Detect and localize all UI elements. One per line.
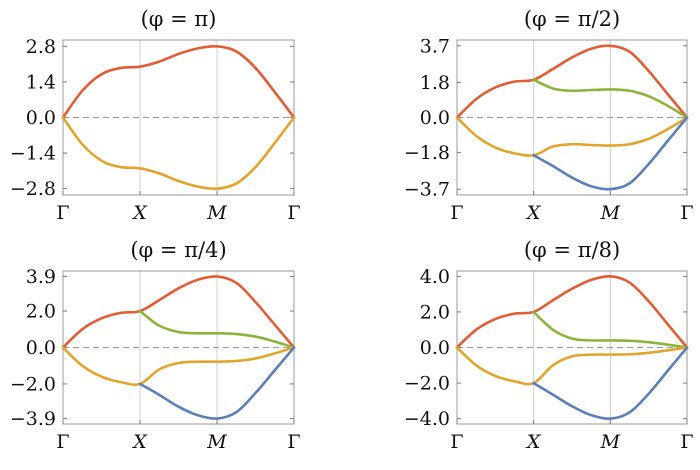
band-line-green — [532, 78, 689, 119]
band-line-green — [138, 309, 296, 349]
panel-1: (φ = π)2.81.40.0−1.4−2.8Γ X M Γ — [10, 7, 301, 224]
panel-title: (φ = π/8) — [524, 238, 620, 262]
y-tick-label: −1.4 — [10, 143, 56, 165]
x-tick-label: Γ — [450, 202, 463, 224]
x-tick-label: Γ — [287, 202, 300, 224]
panel-title: (φ = π) — [141, 7, 217, 31]
x-tick-label: M — [206, 431, 227, 453]
x-tick-label: M — [206, 202, 227, 224]
x-tick-label: Γ — [56, 202, 69, 224]
y-tick-label: −2.0 — [404, 373, 450, 395]
y-tick-label: −2.0 — [10, 373, 56, 395]
panel-2: (φ = π/2)3.71.80.0−1.8−3.7Γ X M Γ — [404, 7, 694, 224]
band-line-orange — [61, 44, 296, 119]
band-line-orange — [455, 44, 689, 119]
panel-title: (φ = π/4) — [130, 238, 226, 262]
y-tick-label: 0.0 — [420, 337, 450, 359]
panel-3: (φ = π/4)3.92.00.0−2.0−3.9Γ X M Γ — [10, 238, 301, 453]
y-tick-label: 4.0 — [420, 266, 450, 288]
band-line-yellow — [455, 346, 689, 386]
y-tick-label: 2.8 — [26, 36, 56, 58]
x-tick-label: X — [525, 202, 542, 224]
y-tick-label: 1.4 — [26, 71, 56, 93]
x-tick-label: Γ — [287, 431, 300, 453]
band-line-yellow — [455, 116, 689, 157]
x-tick-label: X — [131, 202, 148, 224]
x-tick-label: Γ — [680, 202, 693, 224]
band-line-yellow — [61, 116, 296, 191]
y-tick-label: −2.8 — [10, 178, 56, 200]
y-tick-label: −1.8 — [404, 142, 450, 164]
y-tick-label: 1.8 — [420, 72, 450, 94]
band-line-green — [532, 310, 689, 349]
band-line-blue — [532, 346, 689, 421]
band-line-orange — [61, 275, 296, 349]
y-tick-label: −3.7 — [404, 179, 450, 201]
y-tick-label: 2.0 — [420, 301, 450, 323]
band-line-blue — [138, 346, 296, 420]
band-line-yellow — [61, 346, 296, 387]
y-tick-label: −4.0 — [404, 408, 450, 430]
y-tick-label: 0.0 — [420, 107, 450, 129]
panel-4: (φ = π/8)4.02.00.0−2.0−4.0Γ X M Γ — [404, 238, 694, 453]
x-tick-label: M — [600, 431, 621, 453]
band-line-blue — [532, 116, 689, 191]
panel-title: (φ = π/2) — [524, 7, 620, 31]
x-tick-label: X — [525, 431, 542, 453]
y-tick-label: 0.0 — [26, 107, 56, 129]
x-tick-label: Γ — [56, 431, 69, 453]
y-tick-label: −3.9 — [10, 408, 56, 430]
x-tick-label: X — [131, 431, 148, 453]
y-tick-label: 3.9 — [26, 266, 56, 288]
y-tick-label: 3.7 — [420, 35, 450, 57]
y-tick-label: 2.0 — [26, 301, 56, 323]
x-tick-label: M — [600, 202, 621, 224]
x-tick-label: Γ — [450, 431, 463, 453]
x-tick-label: Γ — [680, 431, 693, 453]
band-line-orange — [455, 274, 689, 349]
y-tick-label: 0.0 — [26, 337, 56, 359]
